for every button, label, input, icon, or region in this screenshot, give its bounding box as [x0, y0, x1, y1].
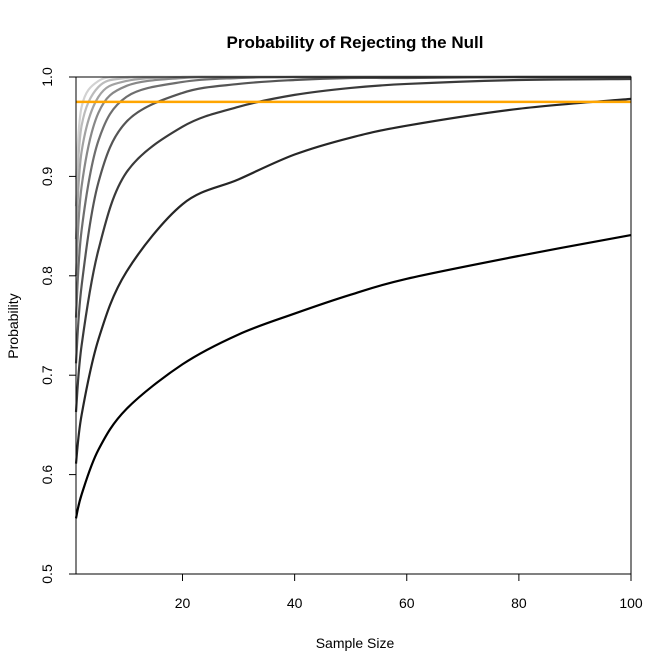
series-line-2 — [74, 97, 632, 464]
series-line-3 — [74, 77, 632, 413]
x-axis: 20 40 60 80 100 — [175, 574, 643, 611]
x-tick-label: 100 — [619, 595, 643, 611]
x-axis-label: Sample Size — [316, 635, 395, 651]
x-tick-label: 60 — [399, 595, 415, 611]
x-tick-label: 20 — [175, 595, 191, 611]
y-tick-label: 1.0 — [39, 67, 55, 87]
y-tick-label: 0.8 — [39, 266, 55, 286]
x-tick-label: 40 — [287, 595, 303, 611]
y-axis: 0.5 0.6 0.7 0.8 0.9 1.0 — [39, 67, 76, 584]
y-tick-label: 0.5 — [39, 564, 55, 584]
y-axis-label: Probability — [5, 293, 21, 358]
y-tick-label: 0.9 — [39, 166, 55, 186]
y-tick-label: 0.7 — [39, 365, 55, 385]
series-line-4 — [74, 75, 632, 364]
y-tick-label: 0.6 — [39, 465, 55, 485]
x-tick-label: 80 — [511, 595, 527, 611]
plot-frame — [75, 76, 632, 575]
series-layer — [74, 75, 632, 519]
series-line-1 — [74, 233, 632, 519]
series-line-5 — [74, 75, 631, 318]
series-line-9 — [74, 75, 631, 180]
chart-title: Probability of Rejecting the Null — [227, 33, 484, 52]
